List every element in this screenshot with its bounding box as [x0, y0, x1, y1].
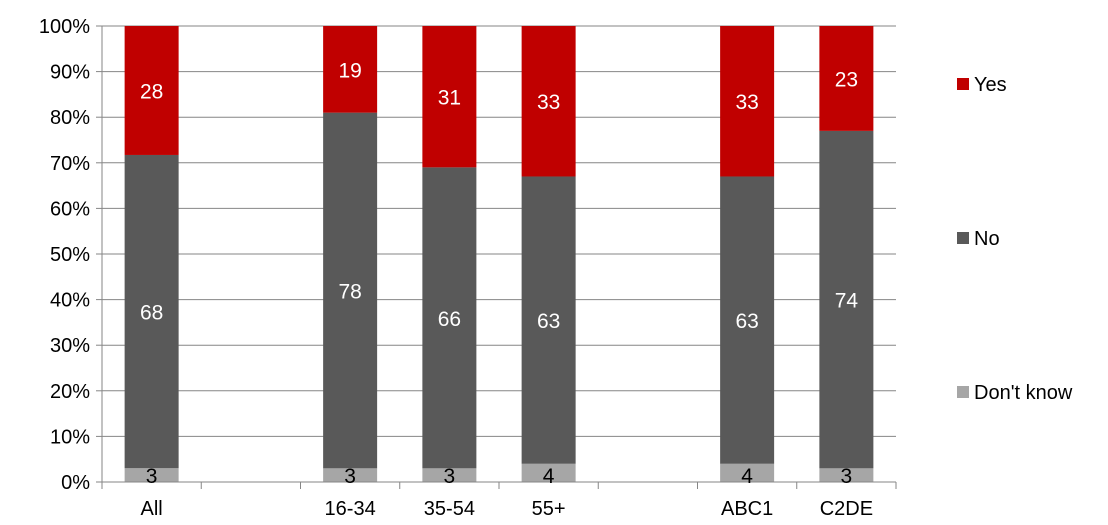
data-label: 33 [735, 91, 758, 114]
bar-segment [720, 463, 775, 482]
y-tick-label: 60% [50, 198, 90, 220]
data-label: 3 [344, 465, 356, 488]
bar-segment [124, 26, 179, 155]
data-label: 78 [338, 280, 361, 303]
data-label: 31 [438, 87, 461, 110]
legend-label: Don't know [974, 382, 1073, 404]
data-label: 23 [835, 68, 858, 91]
bar-segment [720, 26, 775, 177]
x-tick-label: 55+ [532, 498, 566, 520]
y-tick-label: 0% [61, 472, 90, 494]
gridlines [102, 25, 896, 437]
x-tick-label: 16-34 [325, 498, 376, 520]
legend-swatch [957, 232, 969, 244]
bar-segment [521, 463, 576, 482]
y-tick-label: 50% [50, 244, 90, 266]
data-label: 63 [735, 310, 758, 333]
data-label: 3 [146, 465, 158, 488]
bar-segment [422, 167, 477, 469]
data-label: 3 [841, 465, 853, 488]
axes: 0% 10% 20% 30% 40% 50% 60% 70% 80% 90% 100% All 16-3… [39, 16, 897, 520]
data-label: 19 [338, 59, 361, 82]
legend-label: Yes [974, 74, 1007, 96]
data-label: 63 [537, 310, 560, 333]
bar-segment [323, 112, 378, 469]
y-tick-label: 100% [39, 16, 90, 38]
bar-segment [124, 154, 179, 469]
y-tick-label: 20% [50, 381, 90, 403]
data-label: 74 [835, 290, 859, 313]
y-tick-label: 70% [50, 153, 90, 175]
bar-segment [323, 468, 378, 482]
bar-segment [819, 26, 874, 131]
y-tick-label: 80% [50, 107, 90, 129]
legend: Yes No Don't know [957, 74, 1073, 404]
bar-segment [323, 26, 378, 113]
y-tick-label: 40% [50, 290, 90, 312]
legend-swatch [957, 386, 969, 398]
y-tick-label: 90% [50, 62, 90, 84]
x-tick-label: ABC1 [721, 498, 773, 520]
bar-segment [521, 176, 576, 464]
bar-segment [819, 130, 874, 469]
x-tick-label: 35-54 [424, 498, 475, 520]
y-tick-label: 10% [50, 426, 90, 448]
data-label: 3 [444, 465, 456, 488]
bar-segment [422, 26, 477, 168]
bars [124, 26, 874, 482]
legend-label: No [974, 228, 1000, 250]
data-label: 4 [741, 465, 753, 488]
data-label: 28 [140, 80, 163, 103]
data-label: 33 [537, 91, 560, 114]
x-tick-label: All [141, 498, 163, 520]
data-label: 4 [543, 465, 555, 488]
x-tick-label: C2DE [820, 498, 873, 520]
data-label: 68 [140, 302, 163, 325]
bar-segment [124, 468, 179, 482]
bar-segment [422, 468, 477, 482]
data-label: 66 [438, 308, 461, 331]
y-tick-label: 30% [50, 335, 90, 357]
bar-segment [720, 176, 775, 464]
bar-segment [521, 26, 576, 177]
legend-swatch [957, 78, 969, 90]
bar-segment [819, 468, 874, 482]
